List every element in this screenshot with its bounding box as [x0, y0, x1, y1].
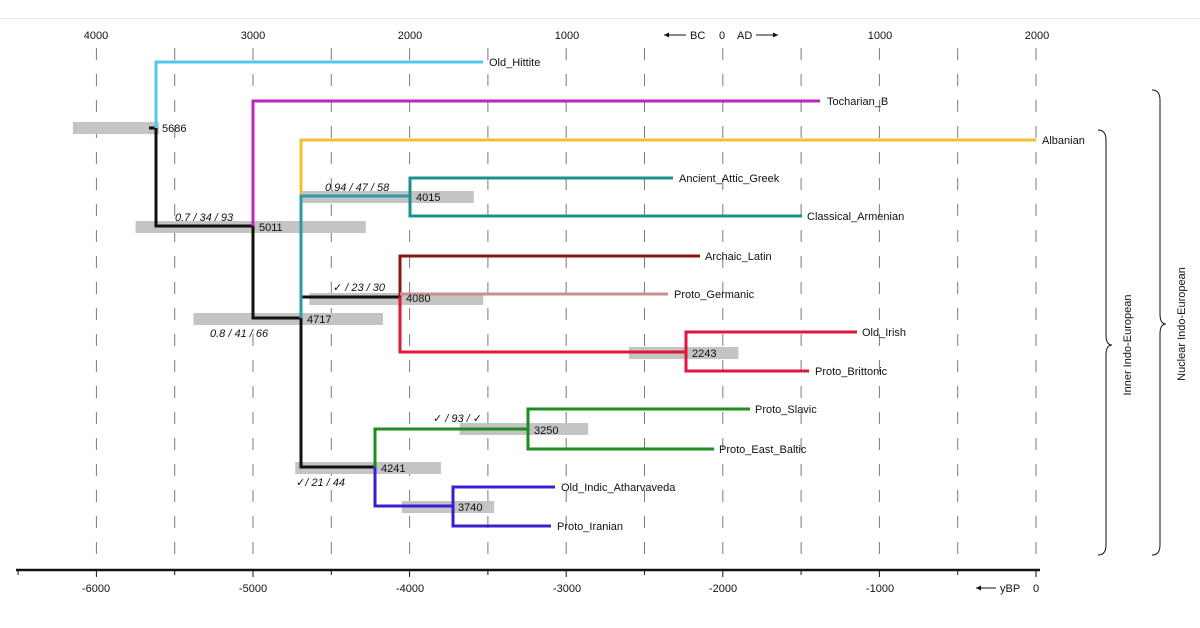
leaf-label-proto-slavic: Proto_Slavic: [755, 404, 817, 416]
node-age-label: 5686: [162, 123, 186, 135]
bottom-tick-label: -1000: [866, 583, 894, 595]
node-age-label: 4015: [416, 192, 440, 204]
group-label-nuclear-indo-european: Nuclear Indo-European: [1176, 267, 1188, 381]
support-label: ✓/ 21 / 44: [296, 477, 345, 489]
leaf-label-old-indic-atharvaveda: Old_Indic_Atharvaveda: [561, 482, 676, 494]
bottom-tick-label: -5000: [239, 583, 267, 595]
bottom-tick-label: -2000: [709, 583, 737, 595]
bottom-axis-ticks: [17, 570, 1037, 577]
top-tick-label: 1000: [868, 30, 892, 42]
arrow-left-head-icon: [664, 32, 669, 38]
leaf-label-archaic-latin: Archaic_Latin: [705, 251, 772, 263]
leaf-label-proto-germanic: Proto_Germanic: [674, 289, 755, 301]
top-divider: [0, 18, 1200, 19]
branch-inner-stem: [299, 194, 410, 318]
branch-proto-east-baltic: [526, 429, 714, 451]
node-age-label: 3250: [534, 425, 558, 437]
leaf-label-ancient-attic-greek: Ancient_Attic_Greek: [679, 173, 780, 185]
group-braces: [1097, 89, 1167, 556]
arrow-left-head-icon: [976, 585, 981, 591]
node-intervals: [72, 122, 739, 513]
backbone-branch: [299, 318, 375, 469]
branch-albanian: [299, 138, 1036, 196]
node-age-label: 2243: [692, 348, 716, 360]
support-label: ✓ / 93 / ✓: [433, 413, 482, 425]
branch-proto-slavic: [526, 407, 750, 429]
arrow-right-head-icon: [773, 32, 778, 38]
leaf-label-proto-iranian: Proto_Iranian: [557, 521, 623, 533]
ad-label: AD: [737, 30, 752, 42]
top-axis: 4000 3000 2000 1000 1000 2000 BC 0 AD: [84, 30, 1049, 42]
branch-balto-slavic-stem: [373, 427, 528, 467]
top-tick-label: 3000: [241, 30, 265, 42]
bottom-axis: -6000 -5000 -4000 -3000 -2000 -1000 yBP …: [16, 568, 1040, 595]
node-age-labels: 5686 5011 4717 4015 4080 2243 4241 3250 …: [162, 123, 716, 514]
branch-proto-brittonic: [684, 352, 809, 373]
era-marker: BC 0 AD: [664, 30, 778, 42]
inner-indo-european-brace: [1097, 129, 1113, 556]
zero-label: 0: [719, 30, 725, 42]
leaf-label-tocharian-b: Tocharian_B: [827, 96, 888, 108]
node-age-label: 4241: [381, 463, 405, 475]
bottom-tick-label: 0: [1033, 583, 1039, 595]
leaf-label-old-hittite: Old_Hittite: [489, 57, 540, 69]
bottom-tick-label: -6000: [82, 583, 110, 595]
support-label: 0.7 / 34 / 93: [175, 212, 234, 224]
top-tick-label: 1000: [555, 30, 579, 42]
leaf-label-albanian: Albanian: [1042, 135, 1085, 147]
branch-ancient-attic-greek: [408, 176, 673, 196]
branches: [149, 60, 1036, 528]
node-age-label: 3740: [458, 502, 482, 514]
support-label: 0.8 / 41 / 66: [210, 328, 269, 340]
group-label-inner-indo-european: Inner Indo-European: [1122, 295, 1134, 396]
leaf-label-old-irish: Old_Irish: [862, 327, 906, 339]
support-label: ✓ / 23 / 30: [333, 282, 386, 294]
branch-indo-iranian-stem: [373, 467, 453, 508]
branch-old-irish: [684, 330, 857, 352]
leaf-labels: Old_Hittite Tocharian_B Albanian Ancient…: [489, 57, 1085, 533]
top-tick-label: 2000: [1025, 30, 1049, 42]
leaf-label-proto-brittonic: Proto_Brittonic: [815, 366, 888, 378]
node-age-label: 4080: [406, 293, 430, 305]
top-tick-label: 4000: [84, 30, 108, 42]
branch-celtic-stem: [398, 297, 686, 354]
bc-label: BC: [690, 30, 705, 42]
leaf-label-classical-armenian: Classical_Armenian: [807, 211, 904, 223]
bottom-tick-label: -3000: [553, 583, 581, 595]
interval-bar: [72, 122, 160, 134]
node-age-label: 4717: [307, 314, 331, 326]
branch-tocharian-b: [251, 99, 820, 226]
branch-old-hittite: [154, 60, 483, 128]
support-labels: 0.7 / 34 / 93 0.8 / 41 / 66 0.94 / 47 / …: [175, 182, 482, 489]
branch-proto-iranian: [451, 506, 551, 528]
support-label: 0.94 / 47 / 58: [325, 182, 390, 194]
leaf-label-proto-east-baltic: Proto_East_Baltic: [719, 444, 807, 456]
branch-old-indic: [451, 485, 555, 506]
branch-archaic-latin: [398, 254, 700, 297]
ybp-unit-label: yBP: [1000, 583, 1020, 595]
bottom-tick-label: -4000: [396, 583, 424, 595]
top-tick-label: 2000: [398, 30, 422, 42]
node-age-label: 5011: [259, 222, 283, 234]
branch-classical-armenian: [408, 196, 802, 218]
nuclear-indo-european-brace: [1151, 89, 1167, 556]
